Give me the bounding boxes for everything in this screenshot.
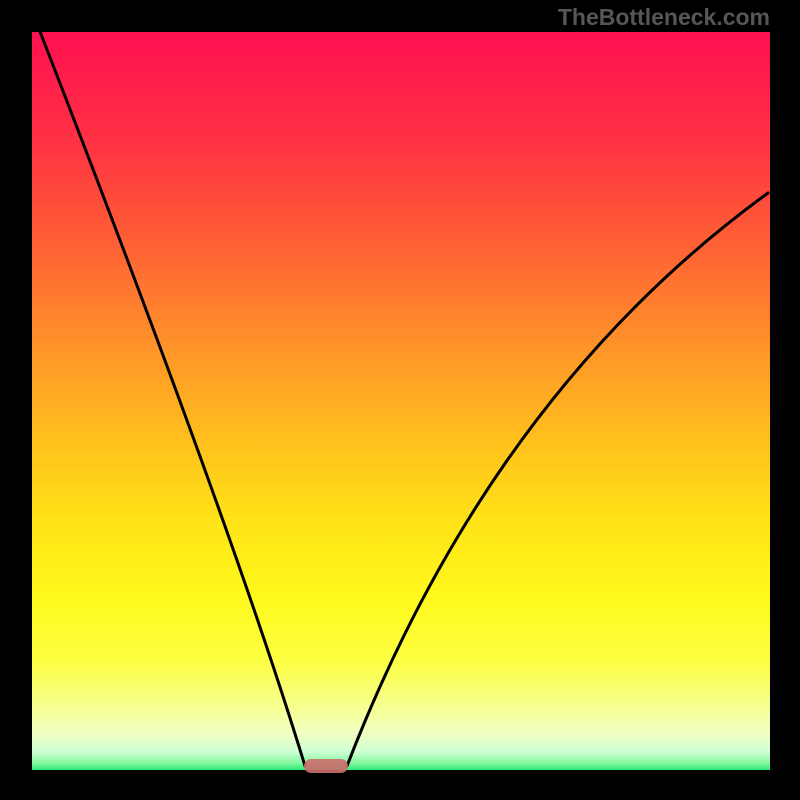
plot-gradient-area <box>32 32 770 770</box>
vertex-marker <box>304 759 348 773</box>
chart-container: TheBottleneck.com <box>0 0 800 800</box>
watermark-text: TheBottleneck.com <box>558 4 770 31</box>
curve-svg <box>0 0 800 800</box>
